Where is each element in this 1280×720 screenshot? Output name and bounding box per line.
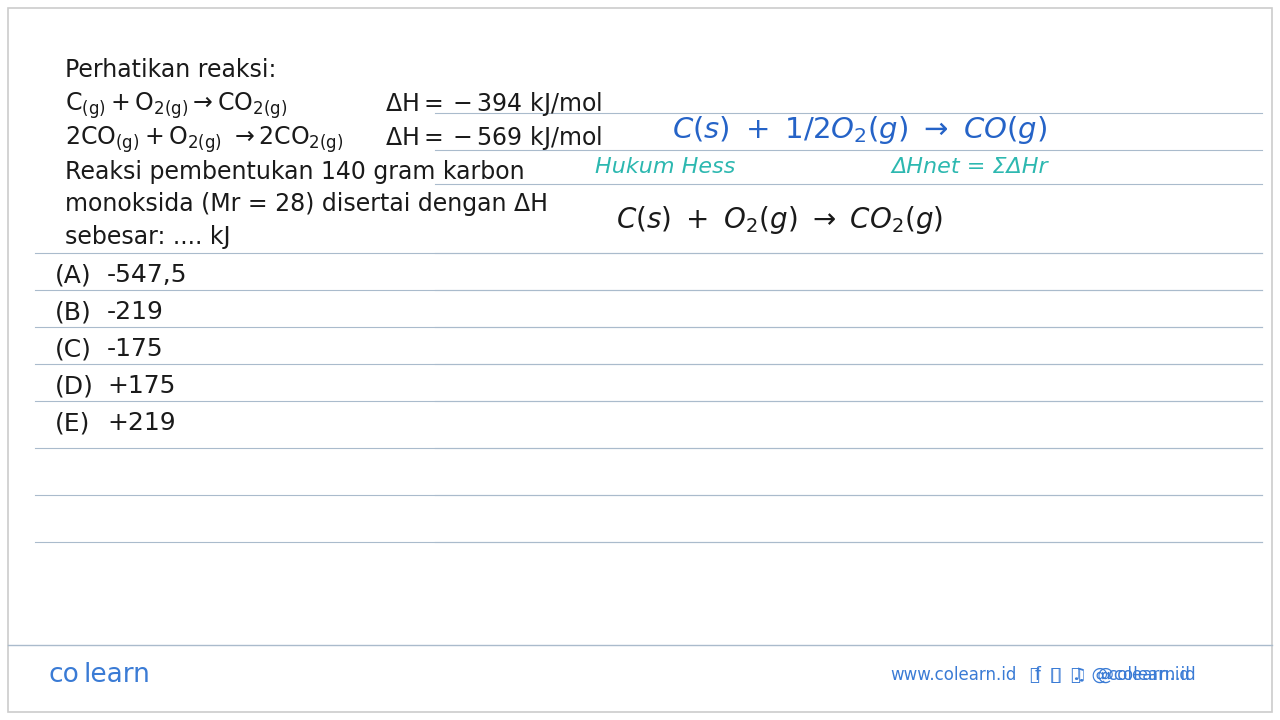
Text: (E): (E) [55, 411, 91, 435]
Text: $\mathrm{2CO_{(g)} + O_{2(g)}\ \rightarrow 2CO_{2(g)}}$: $\mathrm{2CO_{(g)} + O_{2(g)}\ \rightarr… [65, 124, 343, 155]
Text: $\mathit{C(s)\ +\ O_2(g)\ \rightarrow\ CO_2(g)}$: $\mathit{C(s)\ +\ O_2(g)\ \rightarrow\ C… [617, 204, 943, 236]
Text: ΔHnet = ΣΔHr: ΔHnet = ΣΔHr [892, 157, 1048, 177]
Text: $\mathrm{C_{(g)} + O_{2(g)} \rightarrow CO_{2(g)}}$: $\mathrm{C_{(g)} + O_{2(g)} \rightarrow … [65, 90, 287, 121]
Text: learn: learn [83, 662, 150, 688]
Text: co: co [49, 662, 79, 688]
Text: www.colearn.id: www.colearn.id [890, 666, 1016, 684]
Text: -175: -175 [108, 337, 164, 361]
Text: (A): (A) [55, 263, 92, 287]
Text: f  ⓞ  ♫  @colearn.id: f ⓞ ♫ @colearn.id [1036, 666, 1196, 684]
Text: $\mathit{C(s)\ +\ 1/2O_2(g)\ \rightarrow\ CO(g)}$: $\mathit{C(s)\ +\ 1/2O_2(g)\ \rightarrow… [672, 114, 1047, 146]
Text: Perhatikan reaksi:: Perhatikan reaksi: [65, 58, 276, 82]
Text: -547,5: -547,5 [108, 263, 187, 287]
Text: $\mathrm{\Delta H=-569\ kJ/mol}$: $\mathrm{\Delta H=-569\ kJ/mol}$ [385, 124, 602, 152]
Text: (B): (B) [55, 300, 92, 324]
Text: $\mathrm{\Delta H=-394\ kJ/mol}$: $\mathrm{\Delta H=-394\ kJ/mol}$ [385, 90, 602, 118]
Text: -219: -219 [108, 300, 164, 324]
Text: monoksida (Mr = 28) disertai dengan ΔH: monoksida (Mr = 28) disertai dengan ΔH [65, 192, 548, 216]
Text: Hukum Hess: Hukum Hess [595, 157, 735, 177]
Text: Reaksi pembentukan 140 gram karbon: Reaksi pembentukan 140 gram karbon [65, 160, 525, 184]
Text: sebesar: .... kJ: sebesar: .... kJ [65, 225, 230, 249]
Text: (D): (D) [55, 374, 93, 398]
Text:       @colearn.id:    @colearn.id [1030, 666, 1190, 684]
Text: (C): (C) [55, 337, 92, 361]
Text: +219: +219 [108, 411, 175, 435]
FancyBboxPatch shape [8, 8, 1272, 712]
Text: +175: +175 [108, 374, 175, 398]
